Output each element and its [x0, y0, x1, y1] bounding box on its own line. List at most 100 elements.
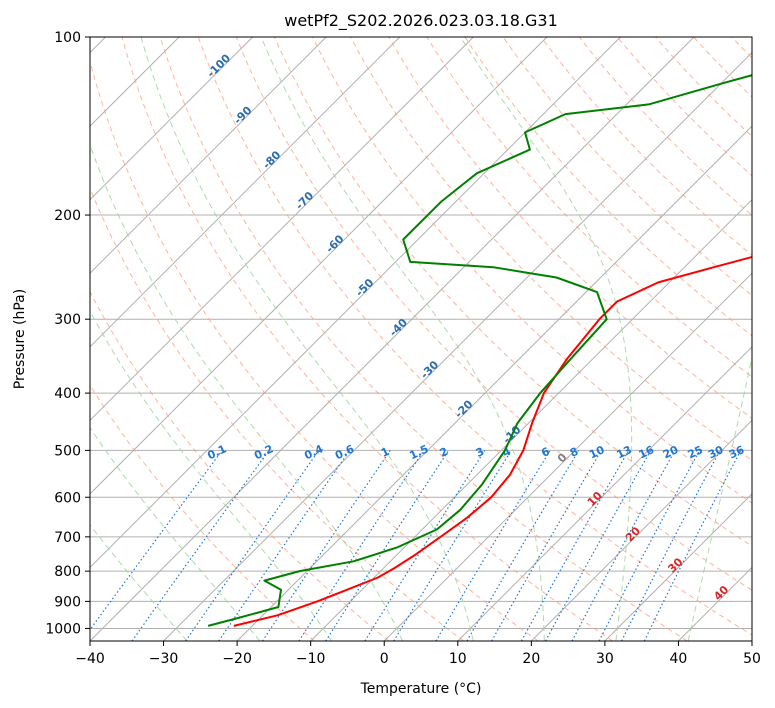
x-tick-label: 30	[596, 651, 614, 667]
dry-adiabat-line	[90, 290, 390, 641]
isotherm-line	[751, 640, 752, 641]
isotherm-line	[678, 566, 752, 641]
y-tick-label: 400	[54, 386, 81, 402]
height-isoline-label: -50	[353, 276, 376, 299]
mixing-ratio-line	[393, 450, 512, 641]
mixing-ratio-line	[643, 450, 742, 641]
dry-adiabat-line	[655, 37, 752, 138]
y-tick-label: 200	[54, 208, 81, 224]
dry-adiabat-line	[273, 37, 752, 547]
y-tick-label: 800	[54, 564, 81, 580]
isotherm-line	[90, 37, 327, 274]
height-isoline-label: -100	[204, 51, 233, 80]
isotherm-line	[90, 37, 695, 641]
moist-adiabat-line	[90, 426, 261, 641]
y-tick-label: 1000	[45, 621, 81, 637]
x-tick-label: −10	[296, 651, 326, 667]
dry-adiabat-line	[502, 37, 752, 297]
mixing-ratio-label: 0.6	[333, 442, 356, 462]
dry-adiabat-line	[388, 37, 752, 419]
x-axis-label: Temperature (°C)	[360, 681, 482, 697]
mixing-ratio-label: 25	[686, 443, 705, 461]
height-isoline-label: -80	[260, 148, 283, 171]
y-tick-label: 100	[54, 30, 81, 46]
height-isoline-label: -20	[452, 397, 475, 420]
mixing-ratio-line	[435, 450, 551, 641]
dry-adiabat-line	[197, 37, 752, 636]
y-tick-label: 900	[54, 594, 81, 610]
dry-adiabat-line	[312, 37, 752, 504]
isotherm-line	[90, 37, 401, 348]
dry-adiabat-line	[121, 37, 613, 641]
mixing-ratio-label: 6	[539, 445, 552, 460]
isotherm-line	[383, 272, 752, 641]
x-tick-label: −20	[222, 651, 252, 667]
x-tick-label: −40	[75, 651, 105, 667]
height-isoline-label: -70	[293, 189, 316, 212]
dry-adiabat-line	[464, 37, 752, 337]
dewpoint-profile-line	[207, 74, 752, 627]
y-tick-label: 600	[54, 490, 81, 506]
isotherm-line	[90, 37, 254, 201]
mixing-ratio-label: 0.1	[205, 442, 228, 462]
mixing-ratio-line	[520, 450, 630, 641]
dry-adiabat-line	[731, 37, 752, 59]
mixing-ratio-label: 30	[706, 443, 726, 461]
isotherm-line	[90, 37, 621, 569]
y-axis-label: Pressure (hPa)	[12, 289, 28, 389]
isotherm-label: 30	[665, 555, 685, 575]
dry-adiabat-line	[426, 37, 752, 378]
isotherm-label: 20	[623, 524, 643, 544]
mixing-ratio-label: 13	[615, 443, 634, 461]
moist-adiabat-line	[90, 310, 333, 641]
mixing-ratio-label: 10	[587, 443, 607, 461]
isotherm-line	[530, 419, 752, 641]
x-tick-label: 10	[449, 651, 467, 667]
moist-adiabat-line	[90, 143, 404, 641]
isotherm-line	[90, 37, 474, 422]
moist-adiabat-line	[140, 37, 474, 641]
mixing-ratio-label: 20	[661, 443, 681, 461]
moist-adiabat-line	[90, 524, 188, 641]
height-isoline-label: -60	[323, 232, 346, 255]
isotherm-label: 10	[585, 489, 605, 509]
moist-adiabat-line	[761, 37, 775, 641]
dry-adiabat-line	[235, 37, 752, 591]
moist-adiabat-line	[687, 354, 752, 641]
mixing-ratio-line	[262, 450, 391, 641]
isotherm-line	[90, 37, 548, 495]
mixing-ratio-line	[218, 450, 351, 641]
mixing-ratio-label: 36	[727, 443, 747, 461]
mixing-ratio-line	[621, 450, 721, 641]
height-isoline-label: -30	[418, 358, 441, 381]
mixing-ratio-label: 0.4	[302, 442, 325, 462]
plot-area: 0.1 0.2 0.4 0.6 1 1.5 2 3 4 6 8 10 13 16 20 25 30 36-100-…	[90, 37, 775, 641]
dry-adiabat-line	[90, 186, 464, 641]
mixing-ratio-line	[545, 450, 652, 641]
isotherm-line	[236, 125, 752, 641]
isotherm-line	[604, 493, 752, 641]
mixing-ratio-line	[571, 450, 676, 641]
dry-adiabat-line	[90, 59, 539, 641]
temperature-profile-line	[233, 255, 752, 627]
y-tick-label: 300	[54, 312, 81, 328]
moist-adiabat-line	[260, 37, 545, 641]
mixing-ratio-line	[185, 450, 320, 641]
x-tick-label: 50	[743, 651, 761, 667]
y-tick-label: 500	[54, 443, 81, 459]
mixing-ratio-line	[364, 450, 486, 641]
x-tick-label: 40	[670, 651, 688, 667]
isotherm-line	[457, 346, 752, 641]
plot-frame	[89, 36, 753, 642]
dry-adiabat-line	[159, 37, 688, 641]
isotherm-line	[163, 51, 752, 641]
dry-adiabat-line	[693, 37, 752, 98]
mixing-ratio-line	[131, 450, 270, 641]
x-tick-label: 0	[380, 651, 389, 667]
mixing-ratio-label: 3	[474, 445, 486, 460]
moist-adiabat-line	[460, 37, 633, 641]
mixing-ratio-line	[598, 450, 701, 641]
mixing-ratio-label: 2	[438, 445, 450, 460]
